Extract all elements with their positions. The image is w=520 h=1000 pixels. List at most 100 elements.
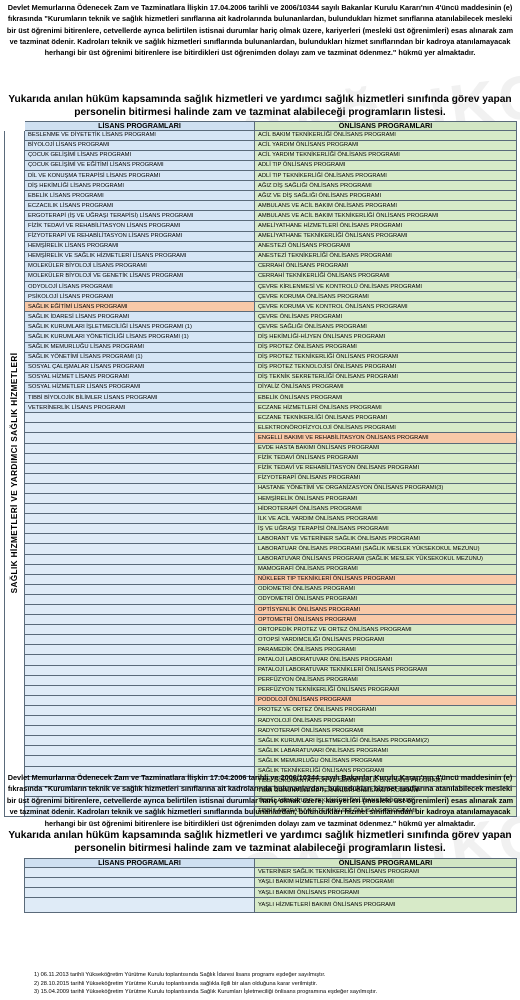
- lisans-program-cell: SAĞLIK KURUMLARI YÖNETİCİLİĞİ LİSANS PRO…: [24, 331, 255, 343]
- onlisans-program-cell: OPTOMETRİ ÖNLİSANS PROGRAMI: [254, 614, 517, 626]
- onlisans-program-cell: VETERİNER SAĞLIK TEKNİKERLİĞİ ÖNLİSANS P…: [254, 866, 517, 878]
- onlisans-program-cell: PATALOJİ LABORATUVAR ÖNLİSANS PROGRAMI: [254, 654, 517, 666]
- onlisans-program-cell: AĞIZ DİŞ SAĞLIĞI ÖNLİSANS PROGRAMI: [254, 180, 517, 192]
- lisans-program-cell: [24, 553, 255, 565]
- table-row: SAĞLIK HİZMETLERİ VE YARDIMCI SAĞLIK HİZ…: [4, 129, 517, 817]
- vertical-label-text: SAĞLIK HİZMETLERİ VE YARDIMCI SAĞLIK HİZ…: [9, 352, 19, 594]
- table-row: PERFÜZYON TEKNİKERLİĞİ ÖNLİSANS PROGRAMI: [5, 684, 517, 696]
- lisans-header: LİSANS PROGRAMLARI: [24, 858, 255, 868]
- lisans-program-cell: [24, 694, 255, 706]
- lisans-program-cell: HEMŞİRELİK VE SAĞLIK HİZMETLERİ LİSANS P…: [24, 250, 255, 262]
- table-row: VETERİNER SAĞLIK TEKNİKERLİĞİ ÖNLİSANS P…: [24, 866, 517, 878]
- onlisans-program-cell: SAĞLIK KURUMLARI İŞLETMECİLİĞİ ÖNLİSANS …: [254, 735, 517, 747]
- onlisans-program-cell: NÜKLEER TIP TEKNİKLERİ ÖNLİSANS PROGRAMI: [254, 573, 517, 585]
- table-row: HEMŞİRELİK VE SAĞLIK HİZMETLERİ LİSANS P…: [5, 250, 517, 262]
- onlisans-program-cell: ANESTEZİ TEKNİKERLİĞİ ÖNLİSANS PROGRAMI: [254, 250, 517, 262]
- lisans-program-cell: PSİKOLOJİ LİSANS PROGRAMI: [24, 291, 255, 303]
- intro-paragraph: Devlet Memurlarına Ödenecek Zam ve Tazmi…: [6, 773, 514, 828]
- onlisans-program-cell: AĞIZ VE DİŞ SAĞLIĞI ÖNLİSANS PROGRAMI: [254, 190, 517, 202]
- onlisans-program-cell: DİYALİZ ÖNLİSANS PROGRAMI: [254, 381, 517, 394]
- lisans-program-cell: [24, 866, 255, 878]
- onlisans-program-cell: AMBULANS VE ACİL BAKIM TEKNİKERLİĞİ ÖNLİ…: [254, 210, 517, 222]
- table-row: EBELİK LİSANS PROGRAMI AĞIZ VE DİŞ SAĞLIĞ…: [5, 190, 517, 202]
- onlisans-program-cell: ODİOMETRİ ÖNLİSANS PROGRAMI: [254, 583, 517, 595]
- table-row: PARAMEDİK ÖNLİSANS PROGRAMI: [5, 644, 517, 656]
- lisans-program-cell: [24, 412, 255, 424]
- lisans-program-cell: [24, 422, 255, 434]
- table-row: ÇOCUK GELİŞİMİ LİSANS PROGRAMI ACİL YARDI…: [5, 149, 517, 161]
- table-row: ENGELLİ BAKIMI VE REHABİLİTASYON ÖNLİSAN…: [5, 432, 517, 444]
- table-row: TIBBİ BİYOLOJİK BİLİMLER LİSANS PROGRAMI…: [5, 392, 517, 404]
- onlisans-program-cell: SAĞLIK MEMURLUĞU ÖNLİSANS PROGRAMI: [254, 755, 517, 767]
- table-row: MAMOGRAFİ ÖNLİSANS PROGRAMI: [5, 563, 517, 575]
- footnote: 2) 28.10.2015 tarihli Yükseköğretim Yürü…: [34, 980, 318, 987]
- table-row: PERFÜZYON ÖNLİSANS PROGRAMI: [5, 674, 517, 686]
- table-row: SAĞLIK MEMURLUĞU LİSANS PROGRAMI DİŞ PROT…: [5, 341, 517, 353]
- lisans-program-cell: [24, 654, 255, 666]
- onlisans-program-cell: DİŞ PROTEZ ÖNLİSANS PROGRAMI: [254, 341, 517, 353]
- table-row: HASTANE YÖNETİMİ VE ORGANİZASYON ÖNLİSAN…: [5, 482, 517, 494]
- table-row: PATALOJİ LABORATUVAR TEKNİKLERİ ÖNLİSANS…: [5, 664, 517, 676]
- lisans-program-cell: [24, 603, 255, 616]
- lisans-program-cell: [24, 664, 255, 676]
- onlisans-program-cell: PERFÜZYON TEKNİKERLİĞİ ÖNLİSANS PROGRAMI: [254, 684, 517, 696]
- onlisans-program-cell: ÇEVRE KİRLENMESİ VE KONTROLÜ ÖNLİSANS PR…: [254, 280, 517, 293]
- table-row: OPTİSYENLİK ÖNLİSANS PROGRAMI: [5, 603, 517, 616]
- table-row: EVDE HASTA BAKIMI ÖNLİSANS PROGRAMI: [5, 442, 517, 454]
- onlisans-program-cell: YAŞLI BAKIM HİZMETLERİ ÖNLİSANS PROGRAMI: [254, 876, 517, 888]
- table-row: TIBBİ LABORATUVAR TEKNİKLERİ ÖNLİSANS PR…: [5, 805, 517, 817]
- table-row: FİZYOTERAPİ ÖNLİSANS PROGRAMI: [5, 472, 517, 484]
- lisans-program-cell: [24, 593, 255, 606]
- table-row: RADYOTERAPİ ÖNLİSANS PROGRAMI: [5, 725, 517, 737]
- lisans-program-cell: ECZACILIK LİSANS PROGRAMI: [24, 200, 255, 212]
- onlisans-program-cell: OPTİSYENLİK ÖNLİSANS PROGRAMI: [254, 603, 517, 616]
- onlisans-program-cell: MAMOGRAFİ ÖNLİSANS PROGRAMI: [254, 563, 517, 575]
- onlisans-program-cell: DİŞ PROTEZ TEKNOLOJİSİ ÖNLİSANS PROGRAMI: [254, 361, 517, 373]
- table-row: ODİOMETRİ ÖNLİSANS PROGRAMI: [5, 583, 517, 595]
- onlisans-program-cell: EBELİK ÖNLİSANS PROGRAMI: [254, 392, 517, 404]
- lisans-program-cell: SAĞLIK EĞİTİMİ LİSANS PROGRAMI: [24, 301, 255, 313]
- lisans-program-cell: [24, 644, 255, 656]
- lisans-program-cell: [24, 897, 255, 914]
- table-row: İLK VE ACİL YARDIM ÖNLİSANS PROGRAMI: [5, 513, 517, 525]
- onlisans-program-cell: PERFÜZYON ÖNLİSANS PROGRAMI: [254, 674, 517, 686]
- lisans-program-cell: [24, 755, 255, 767]
- table-row: FİZİK TEDAVİ ÖNLİSANS PROGRAMI: [5, 452, 517, 464]
- onlisans-program-cell: ACİL YARDIM TEKNİKERLİĞİ ÖNLİSANS PROGRA…: [254, 149, 517, 161]
- vertical-category-label: SAĞLIK HİZMETLERİ VE YARDIMCI SAĞLIK HİZ…: [4, 129, 25, 817]
- onlisans-program-cell: ÇEVRE KORUMA VE KONTROL ÖNLİSANS PROGRAM…: [254, 301, 517, 313]
- footnote: 3) 15.04.2009 tarihli Yükseköğretim Yürü…: [34, 989, 378, 996]
- lisans-program-cell: [24, 513, 255, 525]
- lisans-program-cell: EBELİK LİSANS PROGRAMI: [24, 190, 255, 202]
- lisans-program-cell: SAĞLIK YÖNETİMİ LİSANS PROGRAMI (1): [24, 351, 255, 363]
- onlisans-program-cell: RADYOTERAPİ ÖNLİSANS PROGRAMI: [254, 725, 517, 737]
- table-row: LABORANT VE VETERİNER SAĞLIK ÖNLİSANS PR…: [5, 533, 517, 545]
- onlisans-program-cell: PROTEZ VE ORTEZ ÖNLİSANS PROGRAMI: [254, 704, 517, 717]
- table-row: OTOPSİ YARDIMCILIĞI ÖNLİSANS PROGRAMI: [5, 634, 517, 646]
- onlisans-program-cell: DİŞ HEKİMLİĞİ-HİJYEN ÖNLİSANS PROGRAMI: [254, 331, 517, 343]
- lisans-program-cell: FİZYOTERAPİ VE REHABİLİTASYON LİSANS PRO…: [24, 230, 255, 242]
- onlisans-program-cell: EVDE HASTA BAKIMI ÖNLİSANS PROGRAMI: [254, 442, 517, 454]
- lisans-program-cell: [24, 442, 255, 454]
- lisans-program-cell: [24, 472, 255, 484]
- table-row: SAĞLIK KURUMLARI İŞLETMECİLİĞİ ÖNLİSANS …: [5, 735, 517, 747]
- onlisans-program-cell: OTOPSİ YARDIMCILIĞI ÖNLİSANS PROGRAMI: [254, 634, 517, 646]
- lisans-program-cell: ÇOCUK GELİŞİMİ VE EĞİTİMİ LİSANS PROGRAM…: [24, 159, 255, 171]
- onlisans-program-cell: AMBULANS VE ACİL BAKIM ÖNLİSANS PROGRAMI: [254, 200, 517, 212]
- lisans-program-cell: [24, 674, 255, 686]
- onlisans-program-cell: ÇEVRE KORUMA ÖNLİSANS PROGRAMI: [254, 291, 517, 303]
- table-row: ODYOMETRİ ÖNLİSANS PROGRAMI: [5, 593, 517, 606]
- onlisans-header: ÖNLİSANS PROGRAMLARI: [254, 858, 517, 868]
- table-row: VETERİNERLİK LİSANS PROGRAMI ECZANE HİZME…: [5, 402, 517, 414]
- table-row: ORTOPEDİK PROTEZ VE ORTEZ ÖNLİSANS PROGR…: [5, 624, 517, 636]
- onlisans-program-cell: LABORATUAR ÖNLİSANS PROGRAMI (SAĞLIK MES…: [254, 543, 517, 555]
- lisans-program-cell: SOSYAL HİZMETLER LİSANS PROGRAMI: [24, 381, 255, 394]
- header-spacer: [4, 121, 25, 131]
- lisans-program-cell: [24, 583, 255, 595]
- onlisans-program-cell: HASTANE YÖNETİMİ VE ORGANİZASYON ÖNLİSAN…: [254, 482, 517, 494]
- onlisans-program-cell: İŞ VE UĞRAŞI TERAPİSİ ÖNLİSANS PROGRAMI: [254, 523, 517, 535]
- table-row: ÇOCUK GELİŞİMİ VE EĞİTİMİ LİSANS PROGRAM…: [5, 159, 517, 171]
- table-row: SAĞLIK EĞİTİMİ LİSANS PROGRAMI ÇEVRE KORU…: [5, 301, 517, 313]
- table-row: HEMŞİRELİK LİSANS PROGRAMI ANESTEZİ ÖNLİS…: [5, 240, 517, 252]
